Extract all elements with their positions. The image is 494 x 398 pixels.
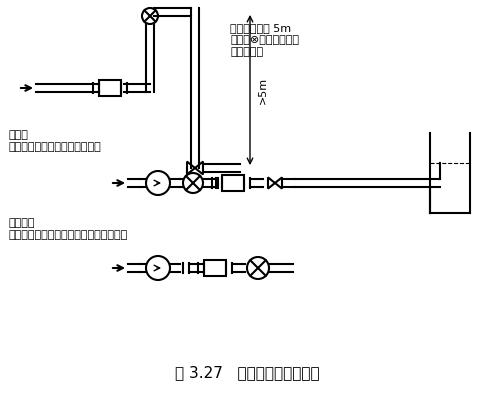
Text: （真空！）: （真空！）	[230, 47, 263, 57]
Polygon shape	[275, 178, 282, 189]
Text: 换向阀门总是安装在流量计后面: 换向阀门总是安装在流量计后面	[8, 142, 101, 152]
Polygon shape	[187, 162, 195, 174]
Text: >5m: >5m	[258, 76, 268, 103]
Circle shape	[247, 257, 269, 279]
Polygon shape	[268, 178, 275, 189]
Circle shape	[183, 173, 203, 193]
Bar	[99, 80, 121, 96]
Circle shape	[146, 256, 170, 280]
Circle shape	[142, 8, 158, 24]
Polygon shape	[195, 162, 203, 174]
Bar	[222, 175, 244, 191]
Text: 排气阀⊗在流量计后面: 排气阀⊗在流量计后面	[230, 35, 299, 45]
Bar	[204, 260, 226, 276]
Text: 图 3.27   安装位置的选择提示: 图 3.27 安装位置的选择提示	[175, 365, 319, 380]
Circle shape	[146, 171, 170, 195]
Text: 长管道: 长管道	[8, 130, 28, 140]
Text: 流量计不能安装在泵的吸引端（真空！）: 流量计不能安装在泵的吸引端（真空！）	[8, 230, 127, 240]
Text: 泵的安装: 泵的安装	[8, 218, 35, 228]
Text: 下降管道超过 5m: 下降管道超过 5m	[230, 23, 291, 33]
